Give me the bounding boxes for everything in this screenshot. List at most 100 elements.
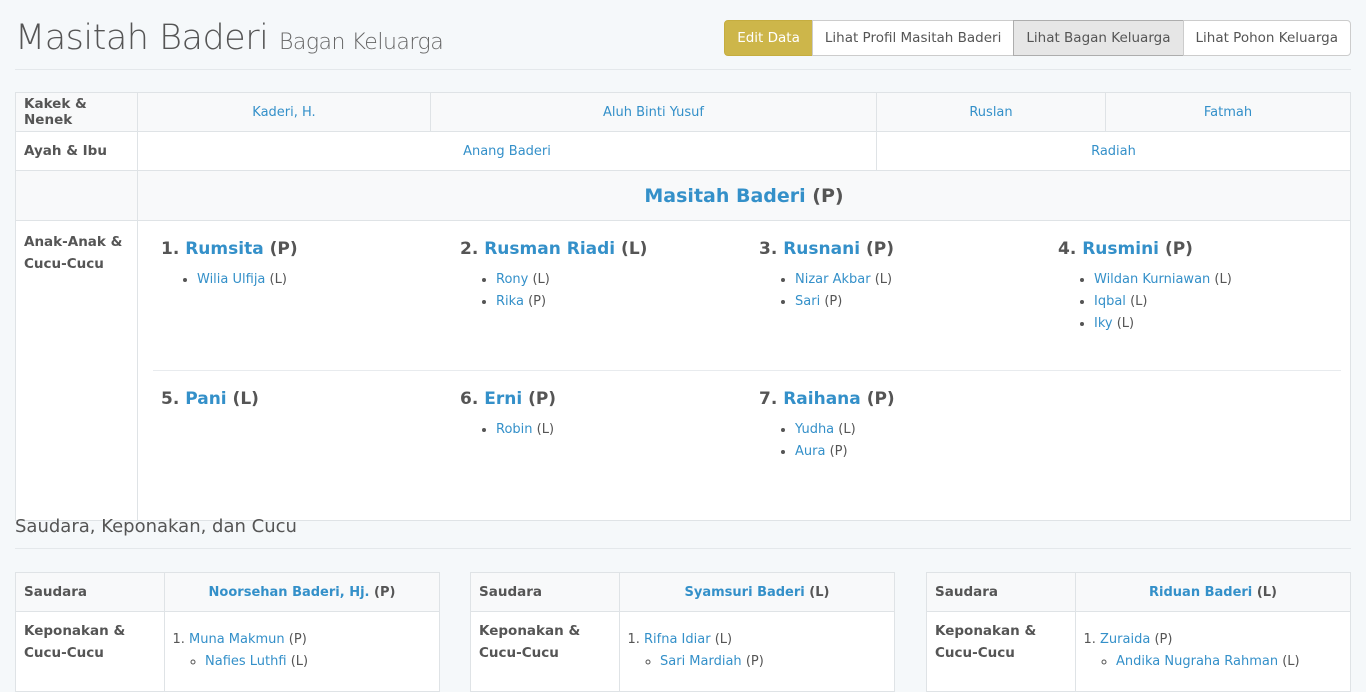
father-link[interactable]: Anang Baderi <box>463 143 551 159</box>
child-link[interactable]: Rusmini <box>1082 239 1160 259</box>
nephews-list: Rifna Idiar (L) Sari Mardiah (P) <box>628 629 886 673</box>
grandparent-link[interactable]: Aluh Binti Yusuf <box>602 104 704 120</box>
grandchild-link[interactable]: Wilia Ulfija <box>197 272 266 287</box>
grandparents-label: Kakek & Nenek <box>15 92 138 132</box>
grandchild-link[interactable]: Rony <box>496 272 529 287</box>
children-label: Anak-Anak & Cucu-Cucu <box>15 220 138 521</box>
gender: (P) <box>829 444 848 459</box>
grandchild-link[interactable]: Rika <box>496 294 524 309</box>
sibling-link[interactable]: Noorsehan Baderi, Hj. <box>208 584 370 600</box>
child-link[interactable]: Rusnani <box>783 239 861 259</box>
grandchild-item: Rika (P) <box>496 291 751 313</box>
page-title: Masitah Baderi Bagan Keluarga <box>15 18 1351 58</box>
child-heading: 6. Erni (P) <box>460 389 751 409</box>
child-number: 7. <box>759 389 778 409</box>
nephews-list: Zuraida (P) Andika Nugraha Rahman (L) <box>1084 629 1342 673</box>
edit-data-button[interactable]: Edit Data <box>724 20 813 56</box>
gender: (L) <box>536 422 555 437</box>
sibling-label: Saudara <box>15 572 165 612</box>
gender: (L) <box>874 272 893 287</box>
grandchild-link[interactable]: Iqbal <box>1094 294 1126 309</box>
grandnephew-item: Andika Nugraha Rahman (L) <box>1116 651 1342 673</box>
grandnephew-link[interactable]: Andika Nugraha Rahman <box>1116 654 1279 669</box>
grandchildren-list: Wildan Kurniawan (L)Iqbal (L)Iky (L) <box>1058 269 1349 335</box>
grandchildren-list: Wilia Ulfija (L) <box>161 269 452 291</box>
mother-link[interactable]: Radiah <box>1091 143 1136 159</box>
child-card: 6. Erni (P) Robin (L) <box>452 371 751 520</box>
sibling-label: Saudara <box>926 572 1076 612</box>
nephew-link[interactable]: Zuraida <box>1100 632 1151 647</box>
gender: (L) <box>1116 316 1135 331</box>
parents-label: Ayah & Ibu <box>15 131 138 171</box>
nephew-item: Muna Makmun (P)Nafies Luthfi (L) <box>189 629 431 673</box>
grandchild-item: Wildan Kurniawan (L) <box>1094 269 1349 291</box>
grandchildren-list: Yudha (L) Aura (P) <box>759 419 1050 463</box>
nephew-item: Zuraida (P) Andika Nugraha Rahman (L) <box>1100 629 1342 673</box>
person-link[interactable]: Masitah Baderi <box>644 184 806 207</box>
grandchild-item: Robin (L) <box>496 419 751 441</box>
grandparent-link[interactable]: Kaderi, H. <box>252 104 316 120</box>
gender: (L) <box>532 272 550 287</box>
child-heading: 4. Rusmini (P) <box>1058 239 1349 259</box>
view-family-tree-button[interactable]: Lihat Pohon Keluarga <box>1182 20 1351 56</box>
child-link[interactable]: Rusman Riadi <box>484 239 616 259</box>
person-name: Masitah Baderi <box>15 18 269 58</box>
gender: (L) <box>1130 294 1148 309</box>
child-link[interactable]: Rumsita <box>185 239 264 259</box>
child-card: 5. Pani (L) <box>153 371 452 520</box>
grandchild-item: Nizar Akbar (L) <box>795 269 1050 291</box>
grandnephew-link[interactable]: Sari Mardiah <box>660 654 742 669</box>
child-number: 5. <box>161 389 180 409</box>
grandchild-item: Iqbal (L) <box>1094 291 1349 313</box>
grandparent-link[interactable]: Ruslan <box>969 104 1013 120</box>
child-card: 7. Raihana (P) Yudha (L) Aura (P) <box>751 371 1050 520</box>
grandchild-link[interactable]: Yudha <box>795 422 835 437</box>
grandchild-item: Wilia Ulfija (L) <box>197 269 452 291</box>
nephew-link[interactable]: Rifna Idiar <box>644 632 711 647</box>
gender: (P) <box>865 239 894 259</box>
view-family-chart-button[interactable]: Lihat Bagan Keluarga <box>1013 20 1184 56</box>
grandchild-item: Sari (P) <box>795 291 1050 313</box>
nephews-label: Keponakan & Cucu-Cucu <box>926 611 1076 692</box>
grandnephew-item: Sari Mardiah (P) <box>660 651 886 673</box>
gender: (P) <box>1154 632 1173 647</box>
grandchild-link[interactable]: Sari <box>795 294 821 309</box>
grandparent-link[interactable]: Fatmah <box>1203 104 1253 120</box>
sibling-link[interactable]: Syamsuri Baderi <box>684 584 805 600</box>
view-profile-button[interactable]: Lihat Profil Masitah Baderi <box>811 20 1015 56</box>
gender: (L) <box>232 389 259 409</box>
gender: (P) <box>824 294 843 309</box>
sibling-panel: Saudara Noorsehan Baderi, Hj. (P) Kepona… <box>15 572 440 692</box>
child-link[interactable]: Erni <box>484 389 523 409</box>
nephews-label: Keponakan & Cucu-Cucu <box>470 611 620 692</box>
child-heading: 7. Raihana (P) <box>759 389 1050 409</box>
child-link[interactable]: Raihana <box>783 389 861 409</box>
child-number: 3. <box>759 239 778 259</box>
child-number: 2. <box>460 239 479 259</box>
gender: (L) <box>621 239 648 259</box>
family-chart-table: Kakek & Nenek Kaderi, H. Aluh Binti Yusu… <box>15 92 1351 521</box>
grandchild-link[interactable]: Aura <box>795 444 826 459</box>
gender: (L) <box>1282 654 1300 669</box>
grandchild-link[interactable]: Robin <box>496 422 533 437</box>
gender: (L) <box>838 422 856 437</box>
grandchild-link[interactable]: Iky <box>1094 316 1113 331</box>
page-header: Masitah Baderi Bagan Keluarga Edit Data … <box>15 18 1351 70</box>
grandchildren-list: Robin (L) <box>460 419 751 441</box>
sibling-link[interactable]: Riduan Baderi <box>1149 584 1253 600</box>
gender: (P) <box>269 239 298 259</box>
sibling-panel: Saudara Syamsuri Baderi (L) Keponakan & … <box>470 572 895 692</box>
grandchild-link[interactable]: Wildan Kurniawan <box>1094 272 1211 287</box>
sibling-label: Saudara <box>470 572 620 612</box>
nephew-link[interactable]: Muna Makmun <box>189 632 285 647</box>
child-card: 1. Rumsita (P)Wilia Ulfija (L) <box>153 221 452 370</box>
grandnephew-link[interactable]: Nafies Luthfi <box>205 654 287 669</box>
gender: (P) <box>374 584 396 600</box>
grandchild-link[interactable]: Nizar Akbar <box>795 272 871 287</box>
child-card: 4. Rusmini (P)Wildan Kurniawan (L)Iqbal … <box>1050 221 1349 370</box>
page-subtitle: Bagan Keluarga <box>278 30 444 55</box>
grandchild-item: Aura (P) <box>795 441 1050 463</box>
gender: (P) <box>812 184 844 207</box>
grandnephew-item: Nafies Luthfi (L) <box>205 651 431 673</box>
child-link[interactable]: Pani <box>185 389 227 409</box>
